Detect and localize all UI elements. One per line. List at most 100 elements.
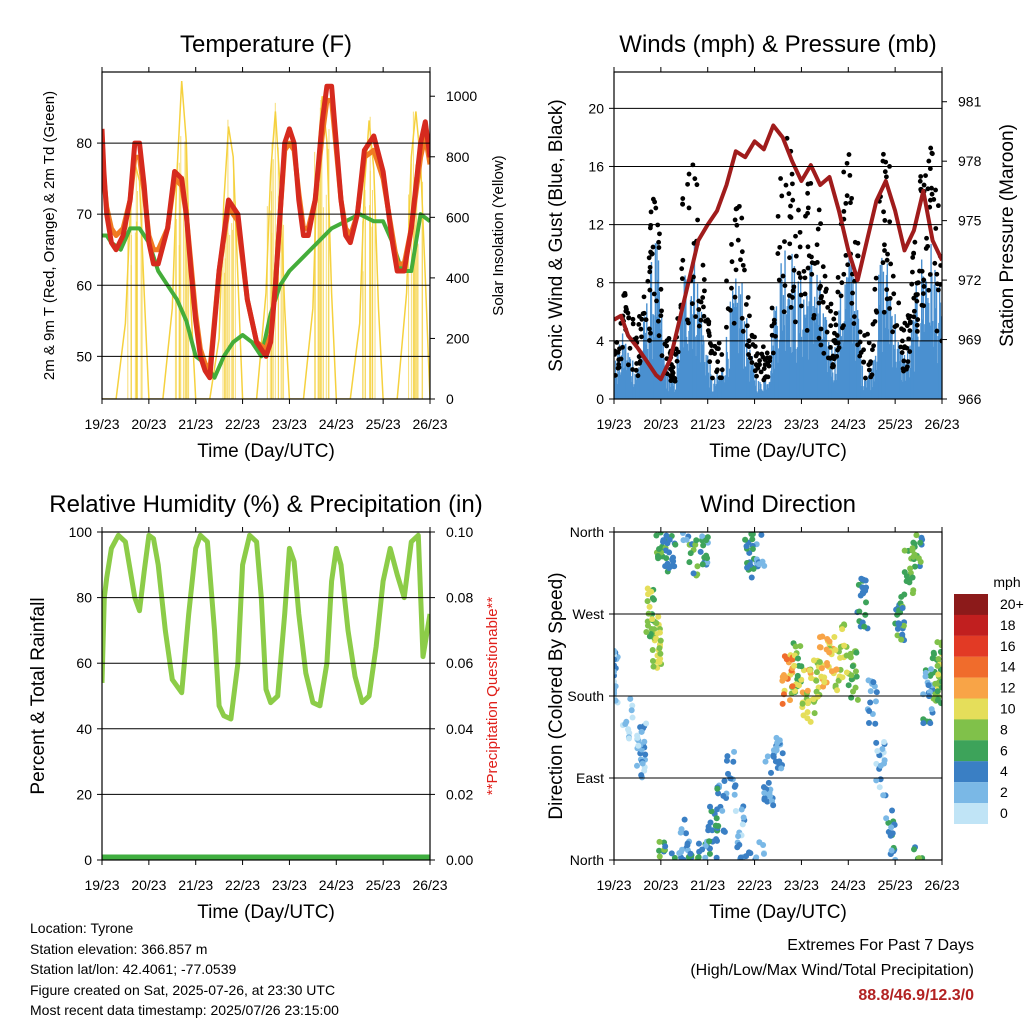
gust-point — [757, 362, 762, 368]
direction-point — [881, 757, 888, 764]
plot-area — [102, 532, 430, 860]
direction-point — [934, 639, 941, 646]
y-tick-label: 12 — [588, 217, 604, 233]
x-tick-label: 26/23 — [924, 877, 959, 893]
gust-point — [654, 298, 659, 304]
gust-point — [884, 174, 889, 180]
gust-point — [692, 176, 698, 182]
direction-point — [885, 819, 892, 826]
legend-title: mph — [993, 574, 1020, 590]
gust-point — [732, 294, 738, 300]
direction-point — [715, 790, 722, 797]
gust-point — [791, 284, 797, 290]
gust-point — [752, 368, 758, 374]
y-tick-label: 50 — [76, 348, 92, 364]
x-tick-label: 23/23 — [784, 416, 819, 432]
panel-3: Relative Humidity (%) & Precipitation (i… — [28, 491, 501, 923]
gust-point — [707, 359, 713, 365]
gust-point — [899, 350, 905, 355]
gust-point — [919, 268, 925, 274]
gust-point — [714, 369, 719, 375]
direction-point — [680, 537, 687, 544]
direction-point — [714, 806, 721, 813]
gust-point — [673, 352, 679, 357]
gust-point — [656, 333, 662, 339]
gust-point — [929, 150, 935, 156]
direction-point — [743, 543, 750, 550]
direction-point — [737, 854, 744, 860]
direction-point — [808, 675, 815, 682]
legend-label: 0 — [1000, 805, 1008, 821]
legend-swatch — [954, 594, 988, 615]
direction-point — [614, 697, 619, 704]
direction-point — [657, 650, 664, 657]
gust-point — [901, 358, 907, 364]
gust-point — [830, 362, 836, 367]
direction-point — [703, 537, 710, 544]
direction-point — [894, 625, 901, 632]
gust-point — [932, 260, 938, 266]
direction-point — [721, 778, 728, 785]
gust-point — [848, 200, 853, 206]
gust-point — [844, 193, 850, 199]
gust-point — [647, 225, 653, 231]
direction-point — [672, 541, 679, 548]
gust-point — [815, 226, 821, 232]
extremes-values: 88.8/46.9/12.3/0 — [858, 987, 974, 1004]
y-tick-label: West — [572, 606, 604, 622]
direction-point — [643, 628, 650, 635]
gust-point — [931, 197, 937, 202]
legend-label: 16 — [1000, 638, 1016, 654]
direction-point — [813, 677, 820, 684]
gust-point — [873, 275, 879, 281]
x-tick-label: 24/23 — [831, 877, 866, 893]
y-tick-label: 20 — [588, 100, 604, 116]
gust-point — [835, 347, 840, 353]
direction-point — [917, 539, 924, 546]
direction-point — [761, 795, 768, 802]
y-axis-label-right: Station Pressure (Maroon) — [997, 124, 1018, 347]
gust-point — [616, 357, 622, 363]
direction-point — [642, 751, 649, 758]
gust-point — [746, 352, 751, 357]
gust-point — [884, 257, 890, 263]
direction-point — [686, 559, 693, 566]
direction-point — [653, 620, 660, 627]
gust-point — [788, 203, 793, 209]
direction-point — [749, 536, 756, 543]
gust-point — [929, 191, 935, 197]
gust-point — [882, 218, 888, 223]
extremes-title: Extremes For Past 7 Days — [787, 937, 974, 954]
gust-point — [870, 321, 876, 327]
direction-point — [649, 647, 656, 654]
y-tick-label-right: 0.10 — [446, 524, 473, 540]
gust-point — [740, 328, 746, 334]
gust-point — [907, 349, 913, 354]
gust-point — [927, 272, 933, 277]
gust-point — [814, 259, 820, 265]
direction-point — [873, 689, 880, 696]
y-tick-label: East — [576, 770, 604, 786]
relative-humidity-line — [102, 532, 430, 722]
direction-point — [749, 532, 756, 538]
direction-point — [783, 656, 790, 663]
direction-point — [634, 732, 641, 739]
gust-point — [698, 299, 704, 305]
gust-point — [834, 333, 840, 338]
gust-point — [679, 266, 685, 272]
direction-point — [913, 532, 920, 539]
x-tick-label: 19/23 — [596, 416, 631, 432]
direction-point — [797, 643, 804, 650]
gust-point — [700, 295, 706, 300]
direction-point — [873, 777, 880, 784]
gust-point — [923, 246, 929, 251]
direction-point — [839, 674, 846, 681]
direction-point — [813, 669, 820, 676]
direction-point — [883, 815, 890, 822]
x-tick-label: 24/23 — [319, 877, 354, 893]
gust-point — [716, 340, 722, 346]
gust-point — [719, 375, 724, 381]
direction-point — [888, 824, 895, 831]
direction-point — [743, 853, 750, 860]
gust-point — [805, 181, 811, 187]
